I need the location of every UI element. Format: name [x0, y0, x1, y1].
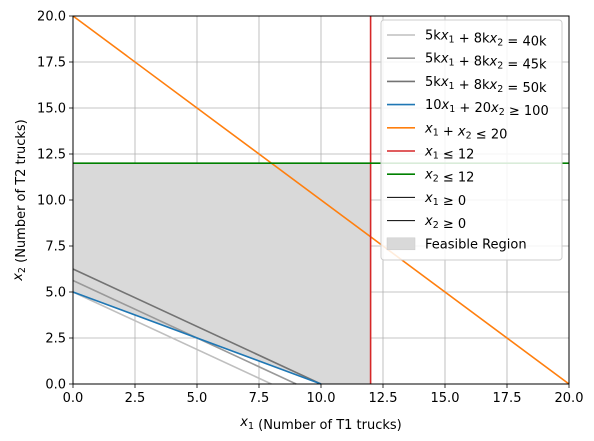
- legend-label-2: 5kx1 + 8kx2 = 50k: [425, 75, 547, 96]
- y-tick-label: 2.5: [45, 332, 66, 347]
- x-tick-label: 12.5: [369, 391, 398, 406]
- feasible-region: [73, 163, 371, 384]
- feasible-region-area: [73, 163, 371, 384]
- y-tick-label: 5.0: [45, 286, 66, 301]
- x-tick-label: 5.0: [187, 391, 208, 406]
- axis-ticks: 0.0 2.5 5.0 7.5 10.0 12.5 15.0 17.5 20.0 0.0 2.5 5.…: [37, 10, 583, 407]
- legend-label-7: x1 ≥ 0: [424, 191, 466, 209]
- legend-swatch-feasible: [386, 237, 416, 251]
- y-tick-label: 15.0: [37, 102, 66, 117]
- x-tick-label: 17.5: [493, 391, 522, 406]
- series-line-1: [72, 279, 297, 385]
- series-line-0: [72, 291, 272, 385]
- y-tick-label: 12.5: [37, 148, 66, 163]
- legend-label-feasible: Feasible Region: [425, 237, 527, 252]
- y-tick-label: 7.5: [45, 240, 66, 255]
- y-tick-label: 20.0: [37, 10, 66, 25]
- series-line-2: [72, 268, 322, 385]
- series-line-4: [72, 15, 570, 385]
- y-axis-label: x2 (Number of T2 trucks): [11, 119, 29, 282]
- x-tick-label: 10.0: [307, 391, 336, 406]
- legend-box: [380, 19, 563, 261]
- series-line-3: [72, 291, 322, 385]
- x-tick-label: 2.5: [125, 391, 146, 406]
- legend-label-6: x2 ≤ 12: [424, 168, 474, 186]
- y-tick-label: 17.5: [37, 56, 66, 71]
- x-tick-label: 20.0: [555, 391, 584, 406]
- legend-label-8: x2 ≥ 0: [424, 214, 466, 232]
- legend-label-0: 5kx1 + 8kx2 = 40k: [425, 29, 547, 50]
- legend-label-4: x1 + x2 ≤ 20: [424, 121, 507, 142]
- legend-label-5: x1 ≤ 12: [424, 145, 474, 163]
- x-tick-label: 7.5: [249, 391, 270, 406]
- x-tick-label: 15.0: [431, 391, 460, 406]
- x-tick-label: 0.0: [63, 391, 84, 406]
- y-tick-label: 0.0: [45, 378, 66, 393]
- legend-label-3: 10x1 + 20x2 ≥ 100: [425, 98, 549, 119]
- y-tick-label: 10.0: [37, 194, 66, 209]
- x-axis-label: x1 (Number of T1 trucks): [239, 415, 402, 433]
- legend-label-1: 5kx1 + 8kx2 = 45k: [425, 52, 547, 73]
